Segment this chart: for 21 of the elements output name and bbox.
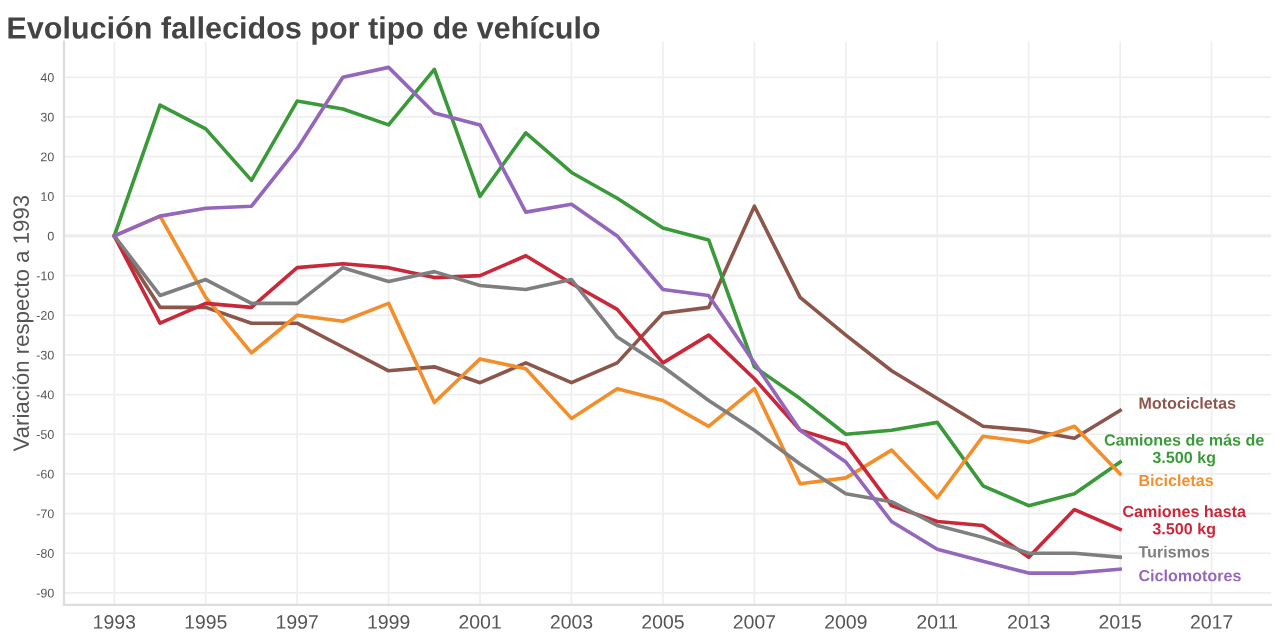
y-axis-title: Variación respecto a 1993 xyxy=(12,195,34,452)
x-tick-label: 2003 xyxy=(550,615,593,629)
x-tick-label: 2005 xyxy=(642,615,684,629)
x-tick-label: 2001 xyxy=(459,615,501,629)
series-label: Camiones hasta 3.500 kg xyxy=(1123,505,1247,538)
x-tick-label: 2015 xyxy=(1099,615,1141,629)
x-tick-label: 1999 xyxy=(368,615,410,629)
series-label: Camiones de más de 3.500 kg xyxy=(1104,433,1264,467)
x-tick-label: 1997 xyxy=(277,615,318,629)
x-tick-label: 1995 xyxy=(185,615,227,629)
x-tick-label: 2011 xyxy=(917,615,958,629)
chart-title: Evolución fallecidos por tipo de vehículo xyxy=(8,16,600,45)
series-label: Bicicletas xyxy=(1139,474,1214,487)
series-label: Motocicletas xyxy=(1139,397,1236,409)
series-label: Turismos xyxy=(1138,545,1210,558)
x-tick-label: 2017 xyxy=(1190,615,1233,629)
x-tick-label: 2009 xyxy=(825,615,867,629)
series-label: Ciclomotores xyxy=(1139,569,1241,582)
x-tick-label: 1993 xyxy=(94,615,136,629)
x-tick-label: 2013 xyxy=(1008,615,1050,629)
x-tick-label: 2007 xyxy=(733,615,776,629)
